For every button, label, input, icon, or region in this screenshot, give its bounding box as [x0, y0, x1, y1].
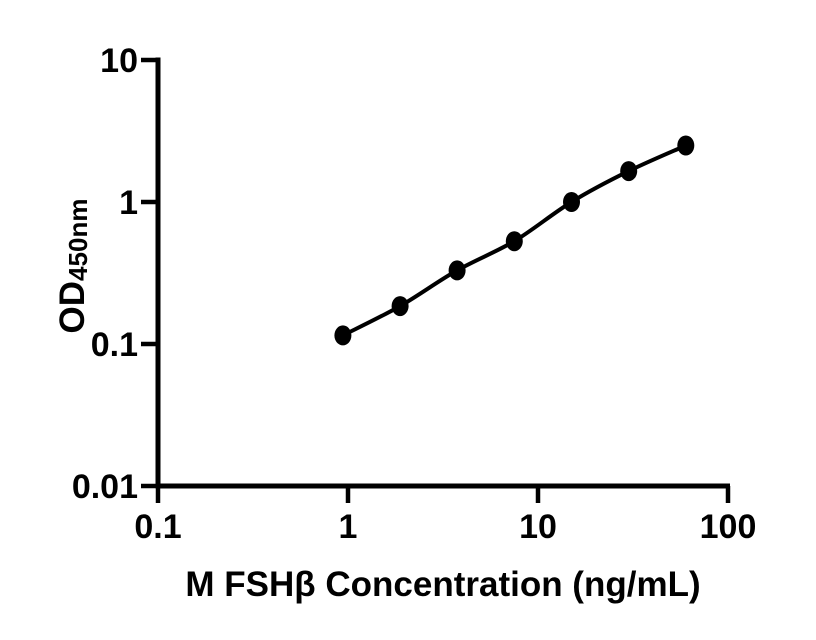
- data-point-marker: [391, 296, 409, 317]
- x-axis-ticks: [155, 486, 731, 503]
- x-tick-label: 10: [519, 508, 557, 546]
- y-axis-tick-labels: 10 1 0.1 0.01: [72, 42, 138, 506]
- data-point-marker: [505, 231, 523, 252]
- y-axis-title-main: OD: [53, 281, 92, 334]
- x-axis-tick-labels: 0.1 1 10 100: [134, 508, 756, 546]
- x-tick-label: 1: [339, 508, 358, 546]
- y-axis-title: OD450nm: [53, 199, 93, 334]
- data-point-marker: [448, 260, 466, 281]
- y-tick-label: 1: [119, 184, 138, 222]
- data-point-marker: [677, 135, 695, 156]
- y-axis-ticks: [141, 57, 158, 489]
- x-tick-label: 100: [700, 508, 757, 546]
- y-tick-label: 0.01: [72, 468, 138, 506]
- y-tick-label: 10: [100, 42, 138, 80]
- data-point-marker: [563, 192, 580, 212]
- data-point-markers: [334, 135, 695, 346]
- x-axis-title: M FSHβ Concentration (ng/mL): [185, 565, 700, 604]
- x-tick-label: 0.1: [134, 508, 181, 546]
- y-tick-label: 0.1: [91, 326, 138, 364]
- data-point-marker: [334, 325, 352, 346]
- y-axis-title-subscript: 450nm: [63, 199, 93, 281]
- data-point-marker: [620, 161, 638, 182]
